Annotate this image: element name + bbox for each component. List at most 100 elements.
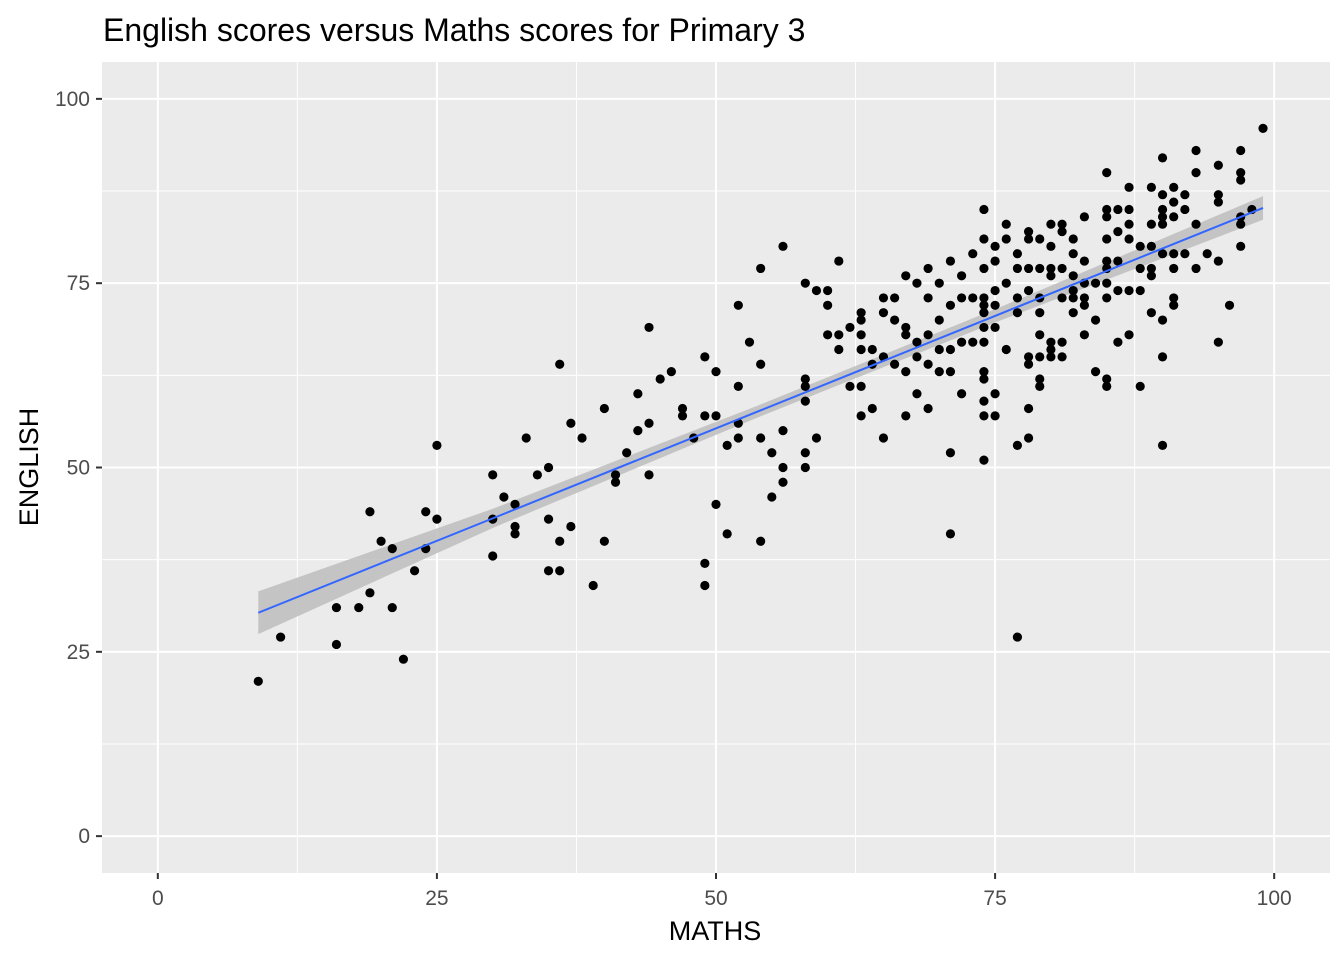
data-point [800,374,810,384]
data-point [555,359,565,369]
data-point [1079,330,1089,340]
data-point [756,263,766,274]
data-point [655,374,665,384]
data-point [711,499,721,509]
data-point [979,308,989,318]
data-point [901,411,911,421]
data-point [890,293,900,303]
data-point [1113,285,1123,296]
data-point [800,278,810,288]
data-point [811,433,822,443]
data-point [1124,204,1134,215]
data-point [1090,315,1101,325]
data-point [566,521,576,532]
data-point [1213,190,1223,200]
data-point [1102,374,1112,384]
data-point [1057,352,1067,362]
data-point [711,367,721,377]
x-tick-label: 25 [425,887,448,910]
data-point [633,426,643,436]
data-point [878,293,889,303]
data-point [1068,234,1078,244]
data-point [856,381,866,391]
data-point [845,381,855,391]
data-point [1236,219,1246,229]
data-point [1157,190,1168,200]
data-point [1224,300,1235,310]
data-point [1023,352,1034,362]
data-point [856,330,866,340]
data-point [1046,352,1056,362]
data-point [1146,263,1156,274]
data-point [945,256,956,266]
data-point [1169,197,1179,207]
data-point [800,396,810,406]
data-point [1046,241,1056,251]
data-point [1023,263,1034,274]
data-point [1035,381,1045,391]
data-point [1090,278,1101,288]
data-point [432,514,442,524]
data-point [1213,337,1223,347]
data-point [1236,167,1246,178]
data-point [1102,278,1112,288]
data-point [957,293,967,303]
data-point [1135,285,1145,296]
data-point [1102,234,1112,244]
data-point [1146,308,1156,318]
data-point [1236,175,1246,185]
data-point [1124,330,1134,340]
data-point [1057,219,1067,229]
data-point [1146,241,1156,251]
data-point [945,300,956,310]
data-point [700,558,710,568]
data-point [1135,381,1145,391]
data-point [499,492,509,502]
data-point [823,285,833,296]
x-tick-label: 50 [704,887,727,910]
data-point [912,278,922,288]
data-point [834,256,844,266]
data-point [1023,359,1034,369]
data-point [1157,212,1168,222]
data-point [599,403,609,414]
data-point [1169,212,1179,222]
data-point [856,411,866,421]
data-point [1113,256,1123,266]
data-point [644,470,654,480]
data-point [1035,330,1045,340]
data-point [1236,145,1246,156]
data-point [376,536,386,546]
data-point [1079,293,1089,303]
data-point [957,337,967,347]
data-point [365,507,375,517]
data-point [1012,249,1023,259]
data-point [856,315,866,325]
data-point [711,411,721,421]
data-point [354,602,364,613]
data-point [1035,263,1045,274]
data-point [834,330,844,340]
data-point [767,448,777,458]
data-point [901,367,911,377]
data-point [912,389,922,399]
data-point [756,359,766,369]
data-point [968,337,978,347]
confidence-band-group [258,196,1264,635]
data-point [878,433,889,443]
data-point [990,300,1000,310]
data-point [945,344,956,355]
data-point [957,389,967,399]
data-point [1102,212,1112,222]
data-point [1113,204,1123,215]
data-point [901,330,911,340]
gridlines [102,62,1330,873]
data-point [1180,204,1190,215]
data-point [1068,308,1078,318]
data-point [778,426,788,436]
regression-line-group [257,207,1264,614]
data-point [979,293,989,303]
data-point [1258,123,1268,133]
data-point [1169,300,1179,310]
